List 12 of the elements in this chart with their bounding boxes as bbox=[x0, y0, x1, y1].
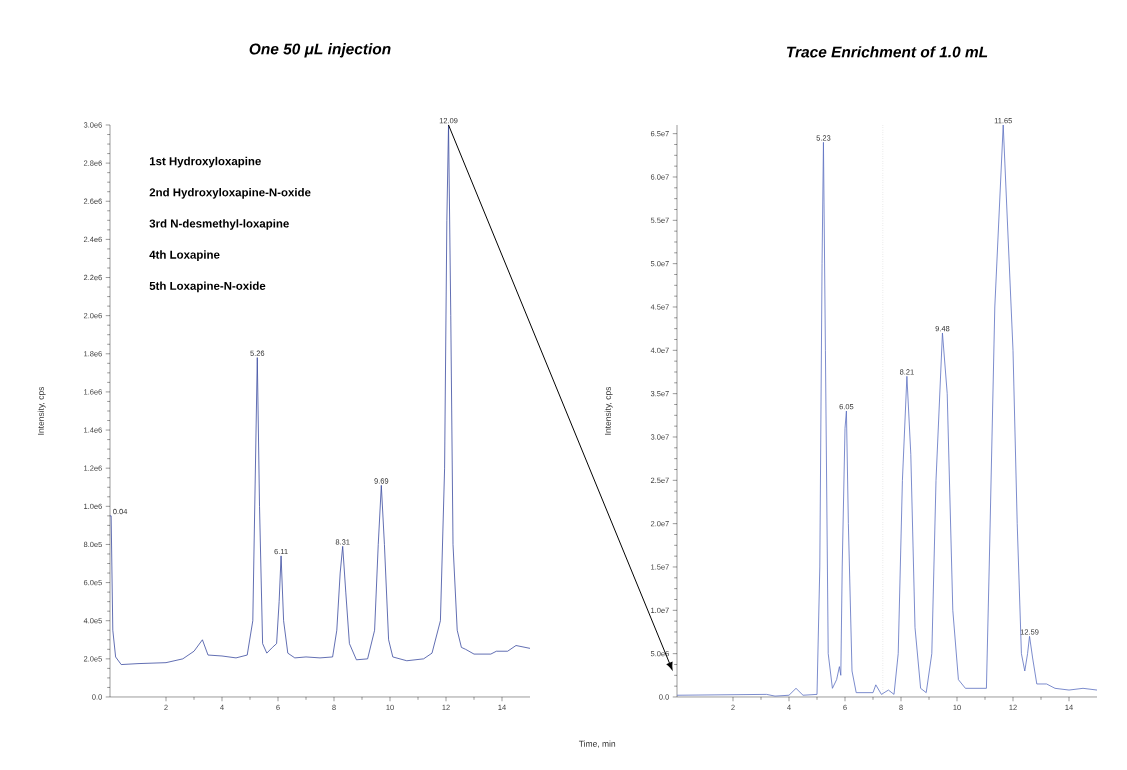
line-series bbox=[109, 124, 531, 665]
line-series bbox=[676, 124, 1098, 697]
x-axis-title: Time, min bbox=[578, 740, 616, 748]
annotation: 1st Hydroxyloxapine bbox=[149, 156, 261, 168]
annotation: 5th Loxapine-N-oxide bbox=[149, 281, 266, 293]
y-axis-title: Intensity, cps bbox=[37, 386, 46, 435]
annotation: 2nd Hydroxyloxapine-N-oxide bbox=[149, 188, 311, 199]
annotation: 3rd N-desmethyl-loxapine bbox=[149, 219, 289, 230]
y-axis-title: Intensity, cps bbox=[604, 386, 613, 435]
annotation: 4th Loxapine bbox=[149, 250, 220, 262]
chart-title: Trace Enrichment of 1.0 mL bbox=[786, 46, 988, 58]
chart-title: One 50 μL injection bbox=[249, 43, 391, 58]
